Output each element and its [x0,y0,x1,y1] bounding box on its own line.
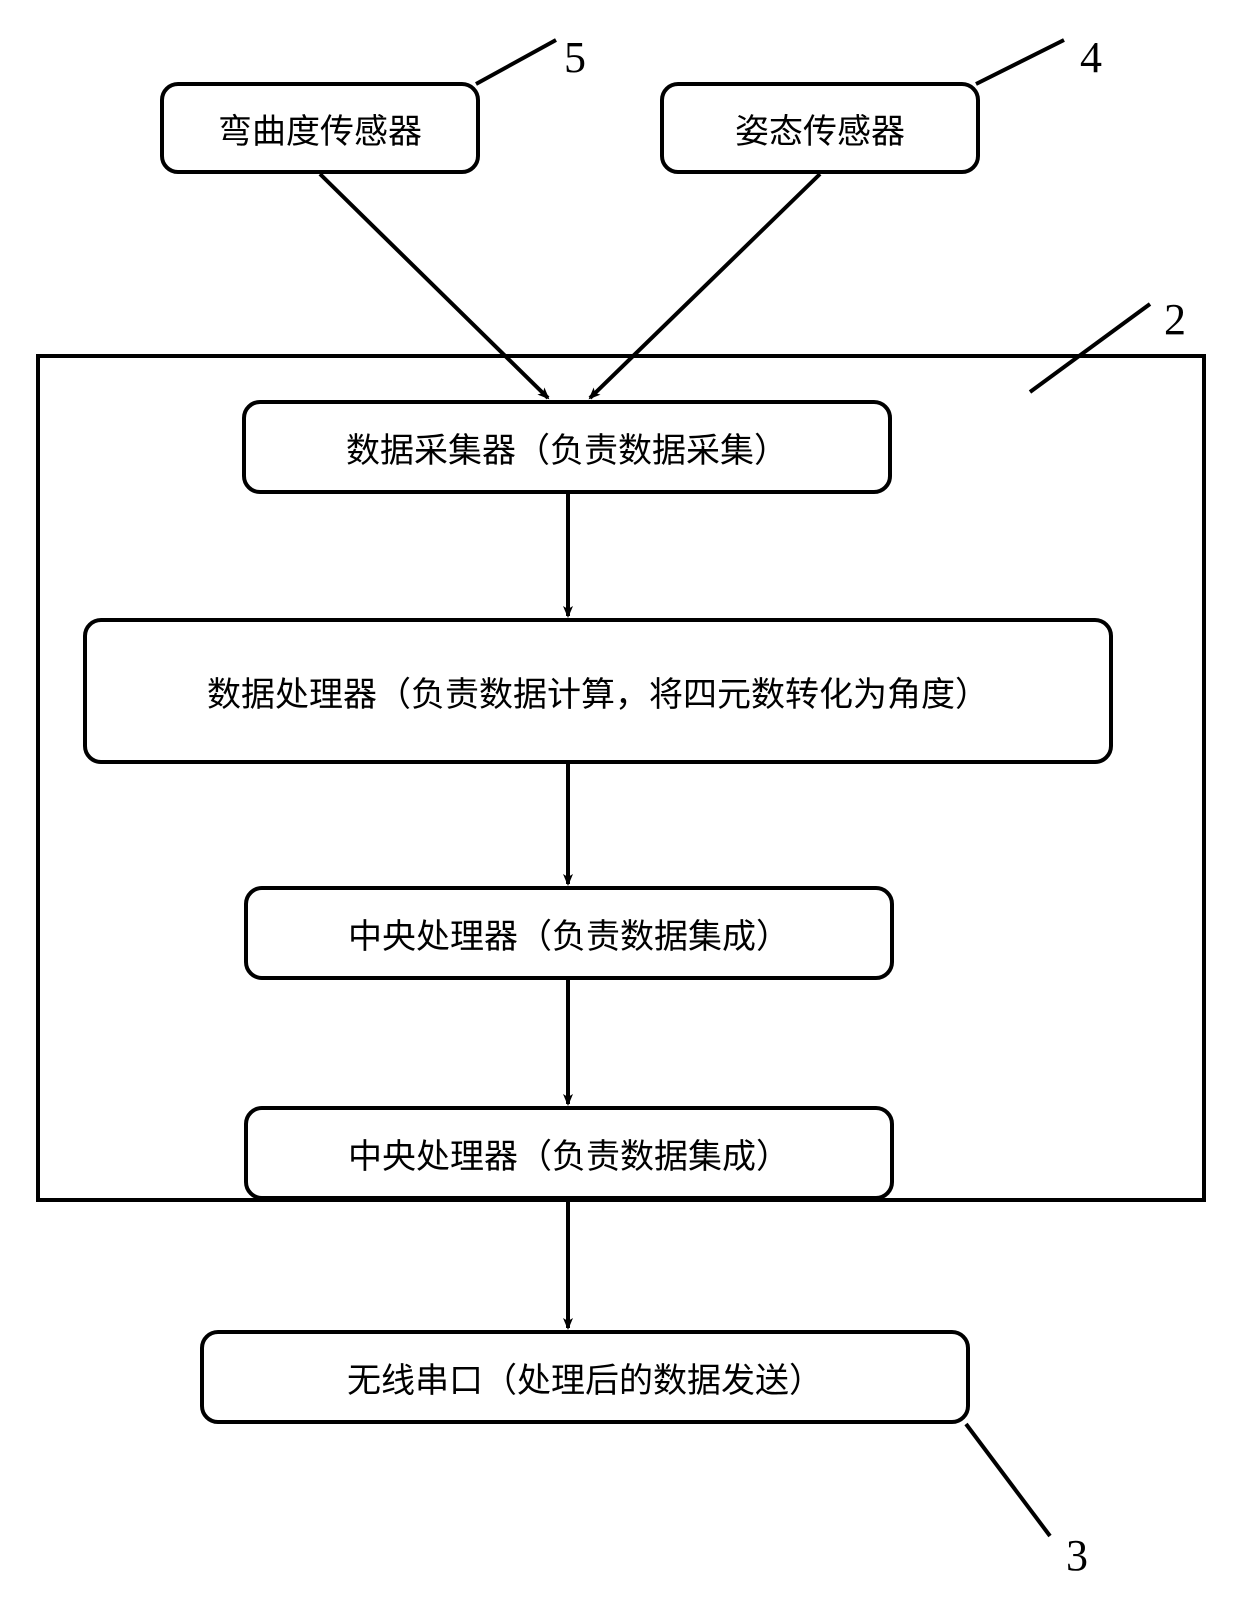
node-label: 中央处理器（负责数据集成） [348,1129,790,1178]
node-label: 数据处理器（负责数据计算，将四元数转化为角度） [207,667,989,716]
node-attitude-sensor: 姿态传感器 [660,82,980,174]
node-data-processor: 数据处理器（负责数据计算，将四元数转化为角度） [83,618,1113,764]
node-cpu-1: 中央处理器（负责数据集成） [244,886,894,980]
node-label: 姿态传感器 [735,104,905,153]
callout-5: 5 [564,32,586,83]
leader-4 [976,40,1064,84]
node-data-collector: 数据采集器（负责数据采集） [242,400,892,494]
flowchart-canvas: 弯曲度传感器 姿态传感器 数据采集器（负责数据采集） 数据处理器（负责数据计算，… [0,0,1240,1604]
node-cpu-2: 中央处理器（负责数据集成） [244,1106,894,1200]
callout-3: 3 [1066,1530,1088,1581]
node-label: 弯曲度传感器 [218,104,422,153]
leader-3 [966,1424,1050,1536]
callout-4: 4 [1080,32,1102,83]
callout-2: 2 [1164,294,1186,345]
leader-5 [476,40,556,84]
node-label: 数据采集器（负责数据采集） [346,423,788,472]
node-wireless-serial: 无线串口（处理后的数据发送） [200,1330,970,1424]
node-label: 无线串口（处理后的数据发送） [347,1353,823,1402]
node-bend-sensor: 弯曲度传感器 [160,82,480,174]
node-label: 中央处理器（负责数据集成） [348,909,790,958]
